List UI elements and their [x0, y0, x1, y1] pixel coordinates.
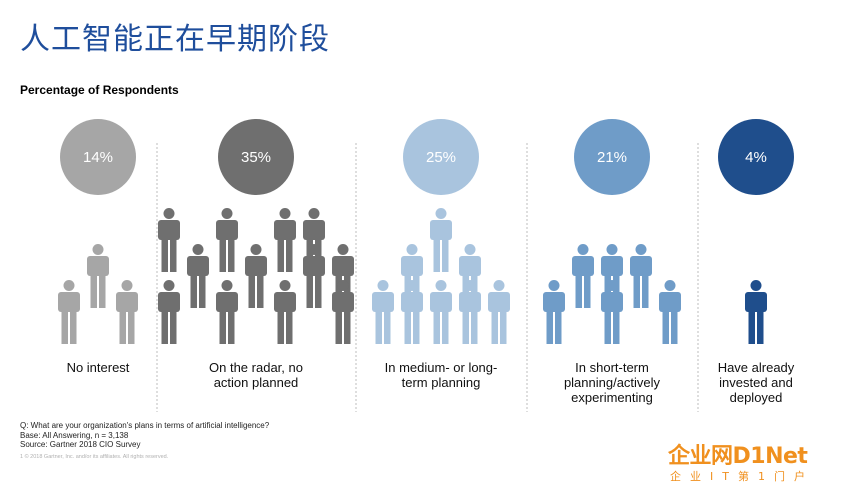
chart-subtitle: Percentage of Respondents — [20, 83, 179, 97]
value-label: 4% — [745, 149, 767, 166]
person-icon — [630, 244, 652, 308]
category-label: experimenting — [571, 390, 653, 405]
person-icon — [303, 208, 325, 272]
person-icon — [601, 244, 623, 308]
value-label: 25% — [426, 149, 456, 166]
survey-question: Q: What are your organization's plans in… — [20, 421, 270, 430]
person-icon — [601, 280, 623, 344]
category-label: In short-term — [575, 360, 649, 375]
person-icon — [87, 244, 109, 308]
category-label: term planning — [402, 375, 481, 390]
person-icon — [430, 208, 452, 272]
category-label: action planned — [214, 375, 299, 390]
category-label: planning/actively — [564, 375, 661, 390]
person-icon — [543, 280, 565, 344]
value-label: 35% — [241, 149, 271, 166]
value-circle — [218, 119, 294, 195]
person-icon — [245, 244, 267, 308]
person-icon — [430, 280, 452, 344]
person-icon — [274, 208, 296, 272]
category-label: In medium- or long- — [385, 360, 498, 375]
logo-wordmark: 企业网D1Net — [668, 444, 808, 469]
survey-base: Base: All Answering, n = 3,138 — [20, 430, 129, 440]
person-icon — [372, 280, 394, 344]
copyright-notice: 1 © 2018 Gartner, Inc. and/or its affili… — [20, 454, 169, 460]
value-circle — [60, 119, 136, 195]
category-label: No interest — [67, 360, 130, 375]
person-icon — [216, 208, 238, 272]
person-icon — [745, 280, 767, 344]
person-icon — [401, 244, 423, 308]
person-icon — [58, 280, 80, 344]
person-icon — [459, 244, 481, 308]
d1net-logo: 企业网D1Net 企业IT第1门户 — [668, 438, 854, 483]
value-label: 14% — [83, 149, 113, 166]
person-icon — [187, 244, 209, 308]
person-icon — [274, 280, 296, 344]
person-icon — [158, 208, 180, 272]
person-icon — [401, 280, 423, 344]
person-icon — [216, 280, 238, 344]
person-icon — [158, 280, 180, 344]
person-icon — [488, 280, 510, 344]
category-label: Have already — [718, 360, 795, 375]
value-circle — [403, 119, 479, 195]
category-label: invested and — [719, 375, 793, 390]
value-label: 21% — [597, 149, 627, 166]
survey-source: Source: Gartner 2018 CIO Survey — [20, 440, 141, 449]
category-label: deployed — [730, 390, 783, 405]
person-icon — [332, 280, 354, 344]
person-icon — [659, 280, 681, 344]
logo-tagline: 企业IT第1门户 — [670, 470, 814, 483]
page-title: 人工智能正在早期阶段 — [20, 22, 330, 57]
footnotes: Q: What are your organization's plans in… — [20, 421, 269, 450]
person-icon — [303, 244, 325, 308]
value-circle — [718, 119, 794, 195]
person-icon — [572, 244, 594, 308]
category-label: On the radar, no — [209, 360, 303, 375]
person-icon — [332, 244, 354, 308]
person-icon — [459, 280, 481, 344]
person-icon — [116, 280, 138, 344]
value-circle — [574, 119, 650, 195]
